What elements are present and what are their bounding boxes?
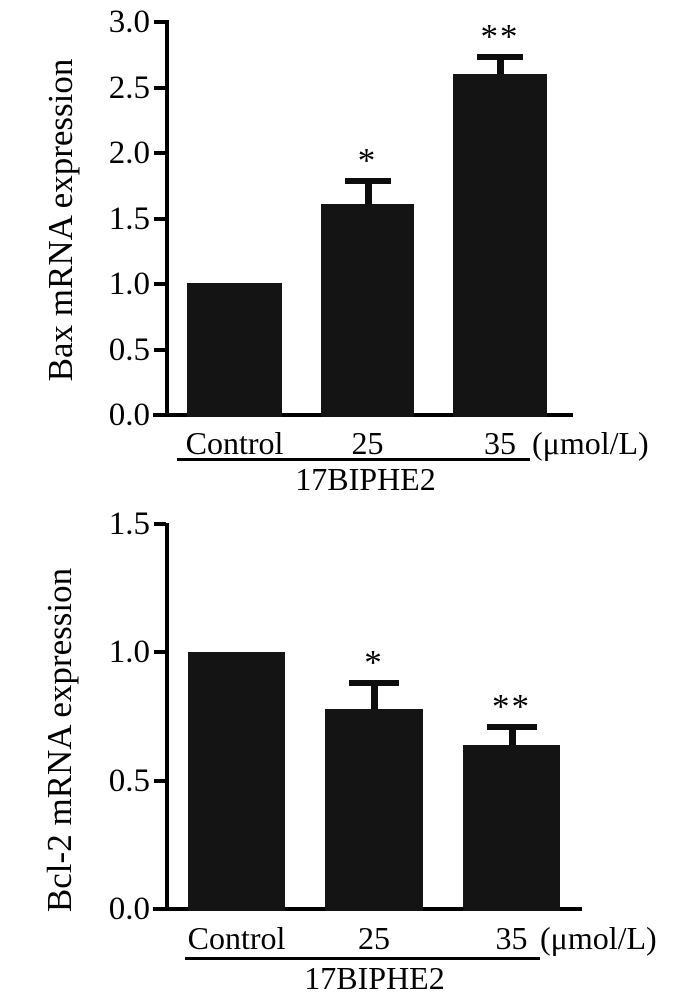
bar-control <box>187 282 282 417</box>
y-tick-label: 0.5 <box>108 331 150 368</box>
y-axis-line <box>165 20 169 417</box>
y-tick-mark <box>154 778 166 783</box>
x-category-label: 35 <box>495 920 528 956</box>
y-tick-mark <box>154 216 166 221</box>
y-tick-mark <box>154 85 166 90</box>
x-category-label: Control <box>187 920 286 956</box>
error-bar-stem <box>508 726 516 745</box>
y-tick-label: 2.5 <box>108 69 150 106</box>
x-category-label: Control <box>185 425 284 461</box>
error-bar-stem <box>497 57 504 75</box>
bar-35 <box>463 744 560 911</box>
group-label: 17BIPHE2 <box>295 461 436 497</box>
unit-label: (μmol/L) <box>532 425 649 461</box>
y-axis-title: Bcl-2 mRNA expression <box>40 567 79 913</box>
y-tick-label: 0.0 <box>108 397 150 433</box>
y-tick-label: 1.0 <box>108 266 150 302</box>
group-underline <box>177 458 530 461</box>
bar-control <box>188 652 285 911</box>
y-tick-label: 1.5 <box>108 505 150 542</box>
significance-label: ** <box>492 686 531 726</box>
error-bar-cap <box>349 680 399 687</box>
significance-label: * <box>364 643 384 683</box>
y-tick-label: 3.0 <box>108 4 150 40</box>
bar-25 <box>321 204 414 417</box>
x-category-label: 35 <box>484 425 516 461</box>
y-tick-label: 2.0 <box>108 135 150 171</box>
y-tick-label: 1.0 <box>108 634 150 671</box>
significance-label: ** <box>480 17 520 57</box>
y-tick-mark <box>154 20 166 24</box>
significance-label: * <box>357 140 378 180</box>
y-tick-mark <box>154 282 166 286</box>
y-axis-line <box>165 523 169 911</box>
y-tick-label: 0.0 <box>108 891 150 927</box>
error-bar-stem <box>364 180 372 205</box>
error-bar-cap <box>344 177 391 184</box>
unit-label: (μmol/L) <box>540 920 657 956</box>
bar-25 <box>325 708 423 911</box>
y-tick-label: 0.5 <box>108 762 150 799</box>
x-category-label: 25 <box>351 425 384 461</box>
y-tick-mark <box>154 151 166 155</box>
bar-35 <box>453 74 547 417</box>
y-tick-mark <box>154 521 166 526</box>
error-bar-stem <box>371 683 378 709</box>
error-bar-cap <box>477 54 523 61</box>
group-label: 17BIPHE2 <box>304 960 445 996</box>
y-tick-mark <box>154 907 166 911</box>
y-tick-mark <box>154 650 166 655</box>
y-tick-mark <box>154 347 166 352</box>
error-bar-cap <box>486 723 537 730</box>
y-tick-mark <box>154 413 166 417</box>
x-category-label: 25 <box>358 920 390 956</box>
group-underline <box>185 957 540 960</box>
y-tick-label: 1.5 <box>108 200 150 237</box>
